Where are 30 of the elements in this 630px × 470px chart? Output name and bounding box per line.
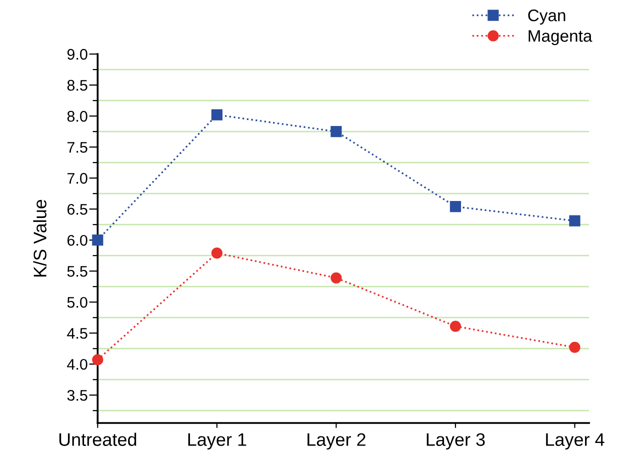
point [450, 320, 462, 332]
y-tick-label: 8.5 [67, 80, 88, 91]
legend-label: Magenta [528, 30, 592, 46]
point [211, 109, 222, 120]
x-tick-label: Layer 4 [546, 433, 604, 450]
point [330, 126, 342, 138]
y-tick-label: 6.0 [67, 234, 88, 246]
y-tick-label: 3.5 [67, 390, 88, 401]
point [569, 342, 580, 353]
y-tick-label: 5.0 [67, 296, 88, 308]
point [330, 272, 342, 284]
point [569, 215, 580, 226]
y-tick-label: 8.0 [67, 110, 88, 122]
y-axis-title: K/S Value [33, 200, 46, 277]
point [92, 354, 104, 366]
point [450, 201, 462, 212]
x-tick-label: Untreated [59, 432, 136, 446]
y-tick-label: 4.0 [67, 358, 88, 370]
y-tick-label: 7.0 [67, 172, 88, 184]
legend-label: Cyan [528, 10, 566, 25]
x-tick-label: Layer 3 [426, 433, 485, 450]
x-tick-label: Layer 2 [308, 433, 366, 450]
point [211, 248, 222, 259]
y-tick-label: 5.5 [67, 266, 88, 277]
x-tick-label: Layer 1 [188, 433, 246, 450]
y-tick-label: 9.0 [67, 48, 88, 60]
y-tick-label: 4.5 [67, 328, 88, 339]
y-tick-label: 7.5 [67, 142, 88, 153]
point [92, 234, 104, 246]
y-tick-label: 6.5 [67, 204, 88, 215]
